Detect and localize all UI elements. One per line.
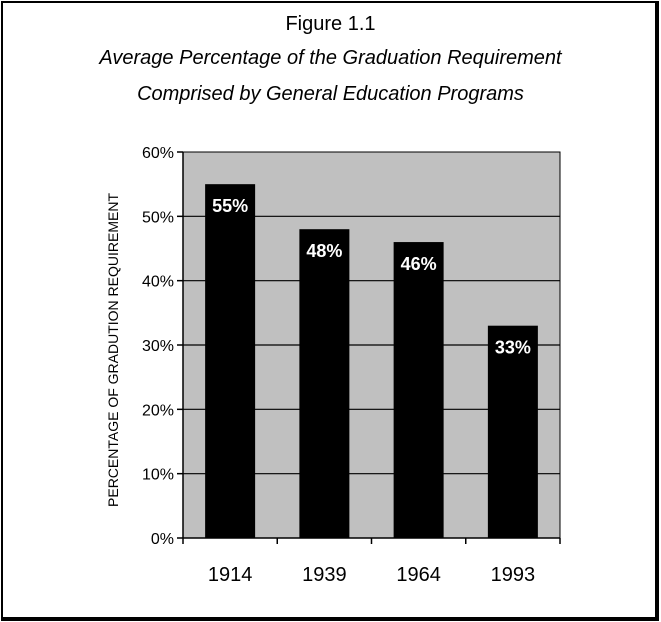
x-tick-labels: 1914 1939 1964 1993 xyxy=(208,564,535,586)
x-tick-label: 1939 xyxy=(302,564,347,586)
bars: 55% 48% 46% 33% xyxy=(205,184,538,539)
y-tick-label: 50% xyxy=(142,209,174,226)
bar-value-label: 48% xyxy=(306,241,342,261)
bar-value-label: 46% xyxy=(401,254,437,274)
y-tick-label: 10% xyxy=(142,467,174,484)
figure-label: Figure 1.1 xyxy=(285,13,376,35)
y-tick-label: 30% xyxy=(142,338,174,355)
bar xyxy=(393,242,444,539)
bar xyxy=(205,184,256,538)
y-tick-label: 0% xyxy=(151,531,174,548)
bar xyxy=(299,229,350,538)
y-axis-label: PERCENTAGE OF GRADUTION REQUIREMENT xyxy=(105,193,121,507)
x-tick-label: 1914 xyxy=(208,564,253,586)
bar-value-label: 33% xyxy=(495,338,531,358)
x-tick-label: 1964 xyxy=(396,564,441,586)
y-tick-label: 60% xyxy=(142,145,174,162)
chart-subtitle: Comprised by General Education Programs xyxy=(137,83,524,105)
bar xyxy=(487,325,538,538)
chart-title: Average Percentage of the Graduation Req… xyxy=(99,47,562,69)
y-tick-label: 40% xyxy=(142,274,174,291)
y-tick-label: 20% xyxy=(142,402,174,419)
bar-value-label: 55% xyxy=(212,196,248,216)
axes xyxy=(177,151,561,544)
x-tick-label: 1993 xyxy=(491,564,536,586)
y-tick-labels: 0% 10% 20% 30% 40% 50% 60% xyxy=(142,145,174,548)
